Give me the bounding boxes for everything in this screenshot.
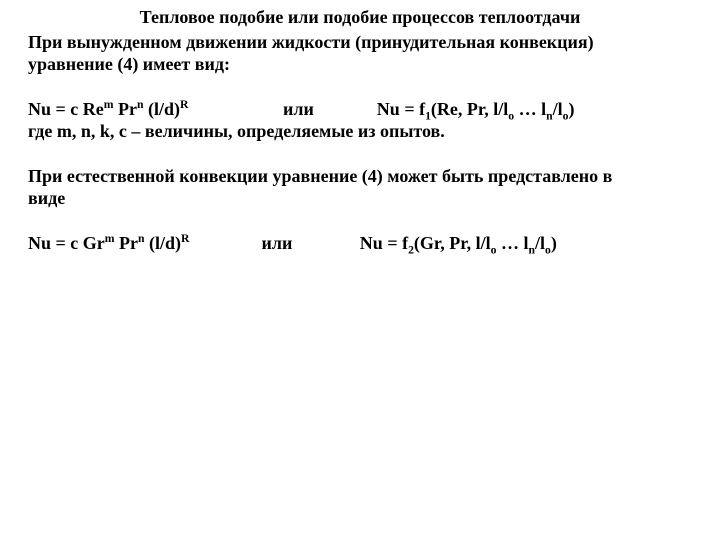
eq2-text: /l xyxy=(535,233,545,253)
eq2-text: Pr xyxy=(115,233,138,253)
eq1-or: или Nu = f xyxy=(188,99,425,119)
eq2-text: (Gr, Pr, l/l xyxy=(414,233,491,253)
paragraph-1-line-2: уравнение (4) имеет вид: xyxy=(28,53,692,76)
eq1-text: /l xyxy=(553,99,563,119)
spacer xyxy=(28,143,692,165)
superscript-m: m xyxy=(104,98,114,111)
paragraph-3-line-2: виде xyxy=(28,187,692,210)
eq2-or: или Nu = f xyxy=(189,233,408,253)
eq1-text: (Re, Pr, l/l xyxy=(431,99,508,119)
eq1-text: (l/d) xyxy=(144,99,181,119)
spacer xyxy=(28,76,692,98)
eq2-text: ) xyxy=(551,233,557,253)
eq1-text: Pr xyxy=(114,99,137,119)
equation-forced-convection: Nu = c Rem Prn (l/d)R или Nu = f1(Re, Pr… xyxy=(28,98,692,121)
eq1-text: Nu = c Re xyxy=(28,99,104,119)
eq1-text: … l xyxy=(514,99,546,119)
spacer xyxy=(28,210,692,232)
equation-natural-convection: Nu = c Grm Prn (l/d)R или Nu = f2(Gr, Pr… xyxy=(28,232,692,255)
paragraph-1-line-1: При вынужденном движении жидкости (прину… xyxy=(28,31,692,54)
paragraph-3-line-1: При естественной конвекции уравнение (4)… xyxy=(28,165,692,188)
superscript-m: m xyxy=(105,232,115,245)
eq1-text: ) xyxy=(568,99,574,119)
page-title: Тепловое подобие или подобие процессов т… xyxy=(28,6,692,29)
page: Тепловое подобие или подобие процессов т… xyxy=(0,0,720,540)
paragraph-2: где m, n, k, c – величины, определяемые … xyxy=(28,120,692,143)
eq2-text: Nu = c Gr xyxy=(28,233,105,253)
eq2-text: … l xyxy=(496,233,528,253)
eq2-text: (l/d) xyxy=(145,233,182,253)
